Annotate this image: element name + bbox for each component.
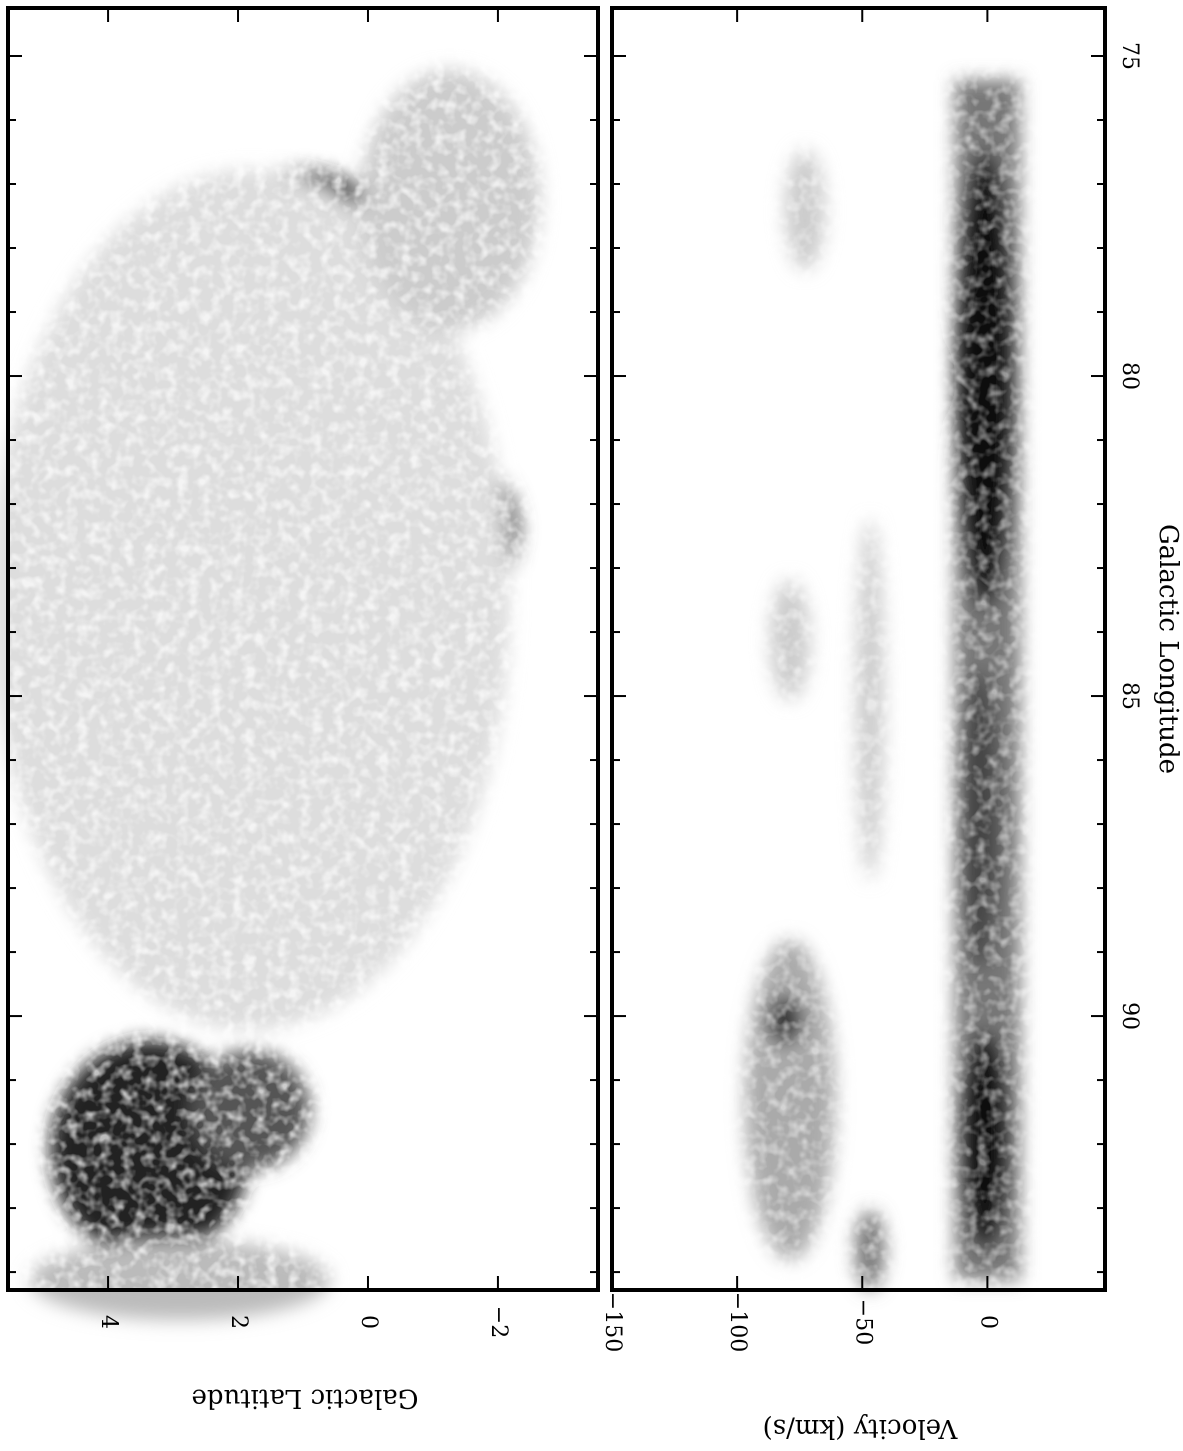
y-tick-label: −100: [725, 1292, 750, 1352]
y-axis-label: Velocity (km/s): [763, 1413, 959, 1443]
x-tick-label: 90: [1117, 1002, 1142, 1030]
texture: [612, 8, 1105, 1290]
y-tick-label: 4: [96, 1315, 121, 1329]
y-tick-label: −50: [850, 1299, 875, 1345]
x-tick-label: 80: [1117, 362, 1142, 390]
y-tick-label: 2: [226, 1315, 251, 1329]
y-tick-label: 0: [975, 1315, 1000, 1329]
y-axis-label: Galactic Latitude: [192, 1383, 419, 1413]
texture: [8, 8, 598, 1290]
x-tick-label: 75: [1117, 42, 1142, 70]
x-tick-label: 85: [1117, 682, 1142, 710]
y-tick-label: 0: [356, 1315, 381, 1329]
panel-frame: [610, 6, 1107, 1292]
y-tick-label: −150: [600, 1292, 625, 1352]
x-axis-label: Galactic Longitude: [1153, 524, 1183, 774]
y-tick-label: −2: [486, 1306, 511, 1338]
panel-frame: [6, 6, 600, 1292]
